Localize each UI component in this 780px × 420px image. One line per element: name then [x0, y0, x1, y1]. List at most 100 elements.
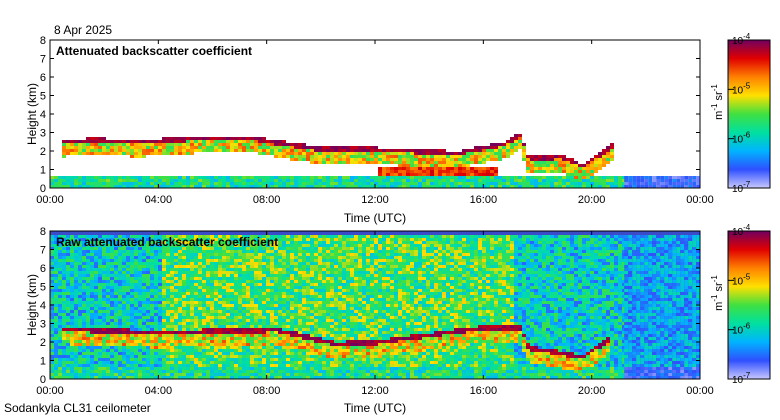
heatmap-cell	[546, 155, 550, 158]
heatmap-cell	[202, 352, 206, 355]
heatmap-cell	[514, 140, 518, 143]
heatmap-cell	[454, 173, 458, 176]
heatmap-cell	[118, 274, 122, 277]
heatmap-cell	[178, 137, 182, 140]
heatmap-cell	[234, 262, 238, 265]
heatmap-cell	[50, 370, 54, 373]
heatmap-cell	[158, 250, 162, 253]
heatmap-cell	[378, 173, 382, 176]
heatmap-cell	[258, 262, 262, 265]
heatmap-cell	[114, 361, 118, 364]
heatmap-cell	[206, 238, 210, 241]
heatmap-cell	[274, 352, 278, 355]
heatmap-cell	[170, 280, 174, 283]
heatmap-cell	[178, 292, 182, 295]
heatmap-cell	[628, 185, 633, 188]
heatmap-cell	[438, 170, 442, 173]
heatmap-cell	[154, 343, 158, 346]
heatmap-cell	[186, 319, 190, 322]
heatmap-cell	[78, 274, 82, 277]
heatmap-cell	[166, 331, 170, 334]
heatmap-cell	[318, 158, 322, 161]
heatmap-cell	[194, 355, 198, 358]
heatmap-cell	[78, 271, 82, 274]
heatmap-cell	[282, 367, 286, 370]
heatmap-cell	[310, 298, 314, 301]
heatmap-cell	[214, 334, 218, 337]
heatmap-cell	[326, 155, 330, 158]
heatmap-cell	[230, 322, 234, 325]
heatmap-cell	[262, 349, 266, 352]
heatmap-cell	[94, 292, 98, 295]
heatmap-cell	[114, 241, 118, 244]
heatmap-cell	[86, 307, 90, 310]
heatmap-cell	[70, 286, 74, 289]
heatmap-cell	[270, 355, 274, 358]
heatmap-cell	[286, 373, 290, 376]
heatmap-cell	[270, 292, 274, 295]
heatmap-cell	[282, 301, 286, 304]
heatmap-cell	[70, 176, 74, 179]
heatmap-cell	[222, 325, 226, 328]
heatmap-cell	[322, 340, 326, 343]
heatmap-cell	[162, 352, 166, 355]
heatmap-cell	[182, 143, 186, 146]
heatmap-cell	[294, 370, 298, 373]
heatmap-cell	[422, 167, 426, 170]
heatmap-cell	[538, 161, 542, 164]
heatmap-cell	[322, 328, 326, 331]
heatmap-cell	[94, 304, 98, 307]
heatmap-cell	[166, 355, 170, 358]
heatmap-cell	[182, 358, 186, 361]
heatmap-cell	[118, 328, 122, 331]
heatmap-cell	[222, 262, 226, 265]
heatmap-cell	[286, 376, 290, 379]
heatmap-cell	[186, 277, 190, 280]
heatmap-cell	[286, 280, 290, 283]
heatmap-cell	[354, 149, 358, 152]
heatmap-cell	[98, 307, 102, 310]
heatmap-cell	[338, 176, 342, 179]
panel-raw: Raw attenuated backscatter coefficient 0…	[25, 226, 714, 415]
heatmap-cell	[438, 167, 442, 170]
heatmap-cell	[238, 355, 242, 358]
heatmap-cell	[362, 158, 366, 161]
heatmap-cell	[86, 301, 90, 304]
heatmap-cell	[58, 185, 62, 188]
heatmap-cell	[182, 364, 186, 367]
heatmap-cell	[266, 185, 270, 188]
heatmap-cell	[162, 235, 166, 238]
heatmap-cell	[138, 283, 142, 286]
heatmap-cell	[226, 328, 230, 331]
heatmap-cell	[302, 179, 306, 182]
heatmap-cell	[438, 182, 442, 185]
heatmap-cell	[138, 367, 142, 370]
heatmap-cell	[134, 235, 138, 238]
heatmap-cell	[114, 238, 118, 241]
heatmap-cell	[118, 337, 122, 340]
heatmap-cell	[126, 358, 130, 361]
heatmap-cell	[430, 164, 434, 167]
heatmap-cell	[258, 149, 262, 152]
heatmap-cell	[454, 155, 458, 158]
heatmap-cell	[306, 373, 310, 376]
heatmap-cell	[330, 259, 334, 262]
heatmap-cell	[478, 152, 482, 155]
heatmap-cell	[254, 310, 258, 313]
heatmap-cell	[570, 170, 574, 173]
heatmap-cell	[138, 277, 142, 280]
heatmap-cell	[182, 146, 186, 149]
heatmap-cell	[250, 277, 254, 280]
heatmap-cell	[466, 149, 470, 152]
heatmap-cell	[110, 140, 114, 143]
heatmap-cell	[226, 367, 230, 370]
heatmap-cell	[318, 146, 322, 149]
heatmap-cell	[246, 316, 250, 319]
heatmap-cell	[114, 298, 118, 301]
heatmap-cell	[82, 238, 86, 241]
heatmap-cell	[130, 262, 134, 265]
heatmap-cell	[174, 256, 178, 259]
heatmap-cell	[226, 143, 230, 146]
heatmap-cell	[462, 155, 466, 158]
heatmap-cell	[246, 301, 250, 304]
